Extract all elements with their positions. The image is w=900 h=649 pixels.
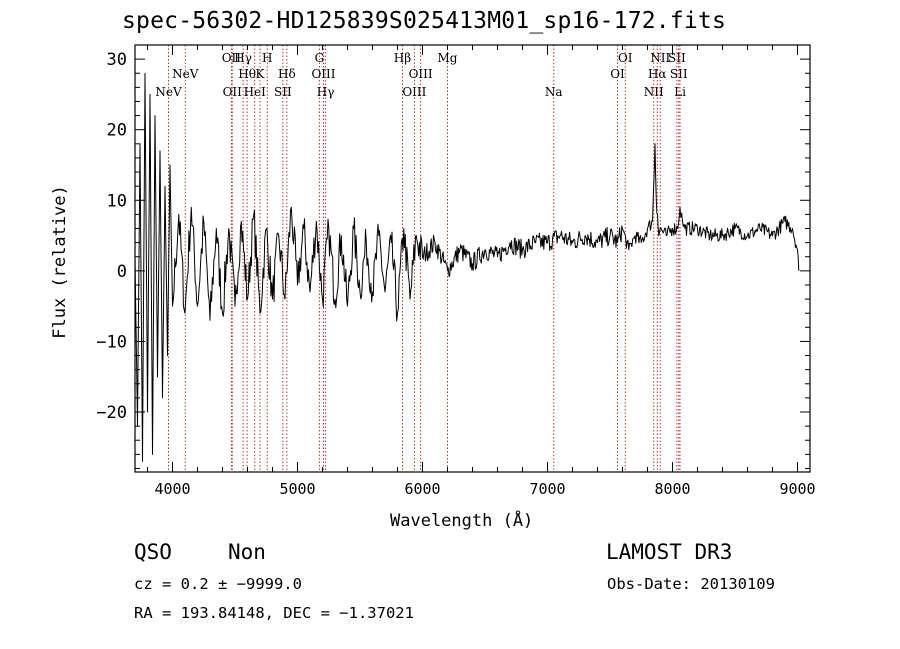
- line-label-14: Hβ: [394, 51, 411, 65]
- chart-title: spec-56302-HD125839S025413M01_sp16-172.f…: [122, 8, 727, 34]
- x-tick-label-1: 5000: [279, 480, 315, 498]
- line-label-5: Hθ: [238, 67, 256, 81]
- line-label-20: OI: [618, 51, 633, 65]
- line-label-26: Li: [674, 85, 686, 99]
- y-tick-label-5: 30: [107, 50, 127, 70]
- line-label-21: NII: [644, 85, 664, 99]
- redshift-value: cz = 0.2 ± −9999.0: [134, 575, 302, 593]
- line-label-22: Hα: [648, 67, 667, 81]
- line-label-3: OII: [223, 85, 243, 99]
- object-class: QSO: [134, 540, 172, 564]
- survey-name: LAMOST DR3: [606, 540, 733, 564]
- line-label-8: H: [262, 51, 272, 65]
- line-label-19: OI: [610, 67, 625, 81]
- x-tick-label-3: 7000: [529, 480, 565, 498]
- y-tick-label-1: −10: [96, 332, 127, 352]
- y-tick-label-3: 10: [107, 191, 127, 211]
- line-label-24: SII: [668, 51, 686, 65]
- line-label-13: Hγ: [317, 85, 335, 99]
- spectrum-line: [134, 72, 800, 462]
- x-tick-label-5: 9000: [779, 480, 815, 498]
- line-label-9: SII: [274, 85, 292, 99]
- observation-date: Obs-Date: 20130109: [607, 575, 775, 593]
- line-label-23: NII: [650, 51, 670, 65]
- line-label-25: SII: [670, 67, 688, 81]
- plot-frame: [134, 44, 811, 473]
- y-axis-label: Flux (relative): [50, 185, 70, 339]
- line-label-16: OIII: [409, 67, 433, 81]
- x-tick-label-0: 4000: [154, 480, 190, 498]
- x-tick-label-4: 8000: [654, 480, 690, 498]
- ra-dec-coordinates: RA = 193.84148, DEC = −1.37021: [134, 604, 414, 622]
- line-label-15: OIII: [402, 85, 426, 99]
- line-label-0: NeV: [155, 85, 182, 99]
- line-label-6: HeI: [244, 85, 267, 99]
- line-label-11: G: [315, 51, 325, 65]
- line-label-4: Hγ: [234, 51, 252, 65]
- line-label-17: Mg: [438, 51, 458, 65]
- y-tick-label-4: 20: [107, 121, 127, 141]
- line-label-2: OII: [222, 51, 242, 65]
- line-label-10: Hδ: [278, 67, 296, 81]
- line-label-12: OIII: [311, 67, 335, 81]
- x-tick-label-2: 6000: [404, 480, 440, 498]
- line-label-18: Na: [545, 85, 563, 99]
- line-label-7: K: [256, 67, 266, 81]
- y-tick-label-2: 0: [117, 262, 127, 282]
- y-tick-label-0: −20: [96, 403, 127, 423]
- object-subclass: Non: [228, 540, 266, 564]
- x-axis-label: Wavelength (Å): [390, 511, 534, 531]
- line-label-1: NeV: [172, 67, 199, 81]
